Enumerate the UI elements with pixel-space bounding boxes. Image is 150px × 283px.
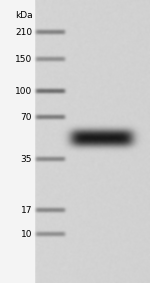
Text: kDa: kDa [16,11,33,20]
Text: 210: 210 [15,28,32,37]
Text: 70: 70 [21,113,32,122]
Text: 100: 100 [15,87,32,97]
Text: 10: 10 [21,230,32,239]
Text: 17: 17 [21,206,32,215]
Text: 150: 150 [15,55,32,64]
Text: 35: 35 [21,155,32,164]
